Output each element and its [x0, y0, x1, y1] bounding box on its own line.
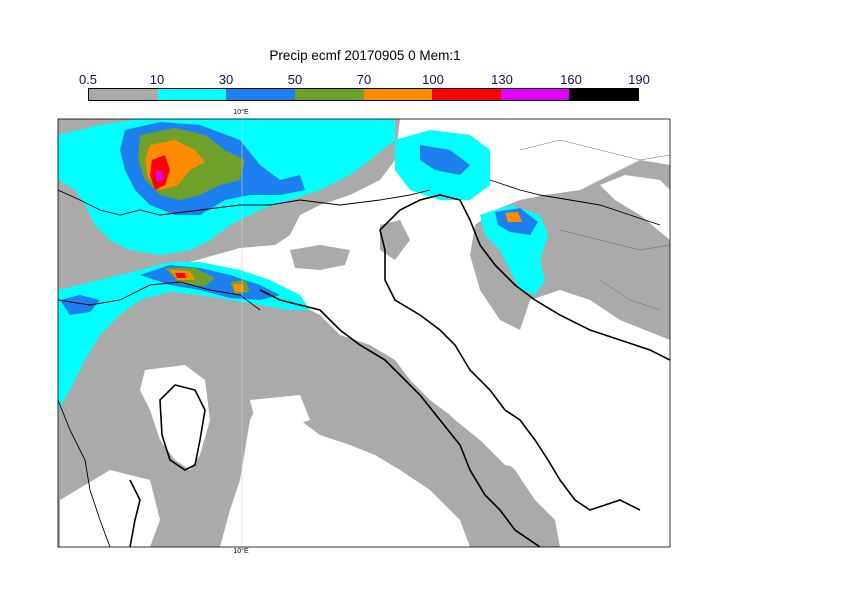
legend-swatch-2 [226, 89, 295, 100]
legend-tick-7: 160 [560, 72, 582, 87]
precip-magenta-layer [156, 170, 163, 182]
meridian-label-top: 10°E [233, 109, 249, 116]
legend-swatch-6 [500, 89, 570, 100]
legend-swatch-1 [157, 89, 227, 100]
legend-tick-2: 30 [218, 72, 234, 87]
map-title: Precip ecmf 20170905 0 Mem:1 [269, 48, 461, 63]
map-content [58, 119, 670, 547]
legend-swatch-4 [363, 89, 433, 100]
legend-tick-6: 130 [491, 72, 513, 87]
legend-tick-4: 70 [356, 72, 372, 87]
legend-tick-0: 0.5 [78, 72, 98, 87]
legend-swatch-7 [569, 89, 638, 100]
legend-swatch-0 [89, 89, 158, 100]
legend-swatch-5 [432, 89, 501, 100]
map-frame [57, 118, 671, 548]
legend-tick-5: 100 [422, 72, 444, 87]
legend-tick-3: 50 [287, 72, 303, 87]
country-borders [58, 179, 661, 547]
legend-tick-1: 10 [149, 72, 165, 87]
thin-borders [519, 139, 670, 311]
color-legend [88, 88, 639, 101]
legend-swatch-3 [294, 89, 364, 100]
legend-tick-8: 190 [628, 72, 650, 87]
meridian-label-bottom: 10°E [233, 548, 249, 555]
coastlines [129, 194, 670, 547]
